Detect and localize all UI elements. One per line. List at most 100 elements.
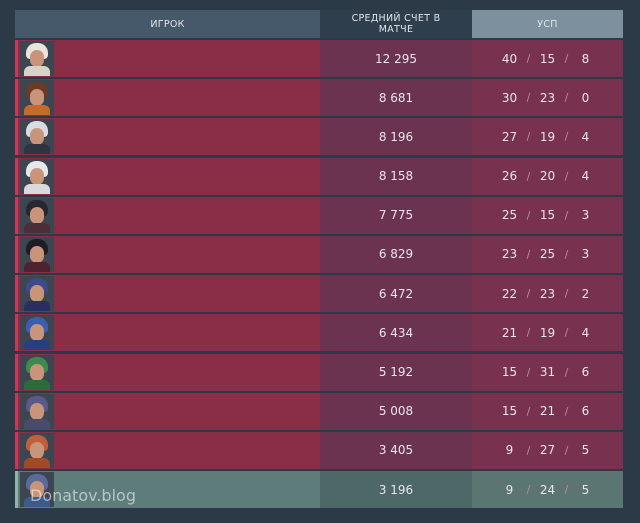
agent-avatar [20,432,54,468]
avg-score: 12 295 [320,40,472,77]
agent-avatar [20,41,54,76]
separator: / [526,404,531,418]
separator: / [526,91,531,105]
avg-score: 5 008 [320,392,472,430]
avg-score: 8 196 [320,118,472,156]
avg-score: 6 434 [320,314,472,352]
avatar-body [24,144,50,155]
avg-score: 6 472 [320,275,472,313]
player-cell [15,392,320,430]
agent-avatar [20,158,54,194]
avatar-face [30,167,44,185]
player-row: 8 158 26 / 20 / 4 [15,157,623,195]
avatar-body [24,457,50,468]
deaths: 21 [539,404,556,419]
player-row: 7 775 25 / 15 / 3 [15,196,623,234]
player-cell [15,157,320,195]
assists: 4 [581,129,590,144]
separator: / [564,52,569,65]
avatar-face [30,50,44,67]
player-cell [15,235,320,273]
separator: / [564,130,569,144]
kills: 9 [505,482,514,497]
avatar-face [30,324,44,342]
player-row: 5 008 15 / 21 / 6 [15,392,623,430]
separator: / [564,404,569,418]
deaths: 24 [539,482,556,497]
header-row: ИГРОК СРЕДНИЙ СЧЕТ В МАТЧЕ УСП [15,10,623,38]
deaths: 15 [539,208,556,223]
assists: 6 [581,404,590,419]
avatar-body [24,183,50,194]
avatar-face [30,206,44,224]
player-cell [15,275,320,313]
kills: 22 [501,286,518,301]
kda-cell: 22 / 23 / 2 [472,275,623,313]
kda-cell: 21 / 19 / 4 [472,314,623,352]
avatar-face [30,128,44,146]
kills: 25 [501,208,518,223]
header-avg-score: СРЕДНИЙ СЧЕТ В МАТЧЕ [320,10,472,38]
player-cell [15,79,320,117]
avatar-body [24,379,50,390]
scoreboard: ИГРОК СРЕДНИЙ СЧЕТ В МАТЧЕ УСП 12 295 4 0 /… [15,10,623,510]
agent-avatar [20,472,54,508]
avatar-face [30,245,44,263]
assists: 5 [581,482,590,497]
separator: / [526,130,531,144]
separator: / [564,208,569,222]
avatar-face [30,89,44,107]
player-cell [15,118,320,156]
agent-avatar [20,197,54,233]
deaths: 15 [539,51,556,66]
player-row: 6 472 22 / 23 / 2 [15,275,623,313]
separator: / [564,365,569,379]
player-cell [15,353,320,391]
kda-cell: 30 / 23 / 0 [472,79,623,117]
avatar-body [24,418,50,429]
deaths: 20 [539,169,556,184]
avatar-face [30,441,44,459]
deaths: 19 [539,325,556,340]
deaths: 31 [539,365,556,379]
deaths: 27 [539,443,556,458]
kills: 15 [501,404,518,419]
kills: 30 [501,90,518,105]
agent-avatar [20,119,54,155]
assists: 4 [581,325,590,340]
assists: 3 [581,247,590,262]
kills: 23 [501,247,518,262]
kills: 21 [501,325,518,340]
avatar-body [24,301,50,312]
separator: / [564,91,569,105]
player-cell [15,314,320,352]
separator: / [526,208,531,222]
player-cell [15,196,320,234]
agent-avatar [20,354,54,390]
kda-cell: 9 / 24 / 5 [472,471,623,509]
header-kda: УСП [472,10,623,38]
avg-score: 8 158 [320,157,472,195]
player-row: 6 434 21 / 19 / 4 [15,314,623,352]
avg-score: 7 775 [320,196,472,234]
avatar-face [30,285,44,303]
separator: / [564,326,569,340]
deaths: 25 [539,247,556,262]
kda-cell: 15 / 21 / 6 [472,392,623,430]
player-row: 8 196 27 / 19 / 4 [15,118,623,156]
assists: 4 [581,169,590,184]
header-player: ИГРОК [15,10,320,38]
kda-cell: 40 / 15 / 8 [472,40,623,77]
separator: / [564,169,569,183]
player-row: 8 681 30 / 23 / 0 [15,79,623,117]
separator: / [526,365,531,379]
player-row: 12 295 40 / 15 / 8 [15,40,623,77]
avatar-body [24,340,50,351]
player-cell [15,471,320,509]
assists: 0 [581,90,590,105]
assists: 5 [581,443,590,458]
avatar-body [24,497,50,508]
kda-cell: 26 / 20 / 4 [472,157,623,195]
kills: 9 [505,443,514,458]
